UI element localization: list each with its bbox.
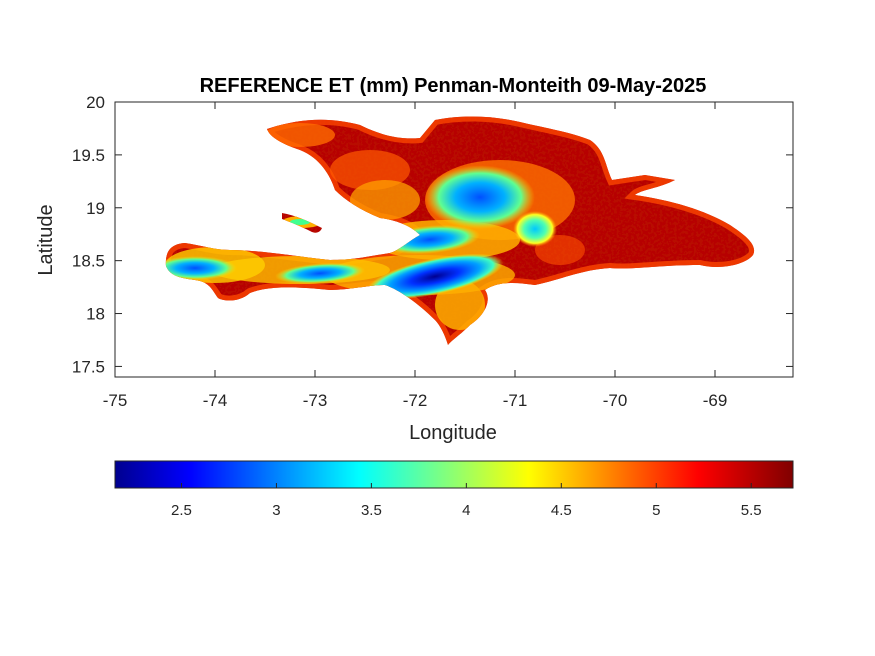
- chart-title: REFERENCE ET (mm) Penman-Monteith 09-May…: [200, 75, 707, 97]
- low-et-zones: [165, 165, 557, 300]
- colorbar-tick-label: 3.5: [361, 502, 382, 519]
- y-tick-label: 17.5: [72, 357, 105, 376]
- colorbar-ticks: 2.5 3 3.5 4 4.5 5 5.5: [171, 483, 762, 519]
- y-axis-label: Latitude: [35, 204, 57, 275]
- x-axis-label: Longitude: [409, 422, 497, 444]
- x-tick-label: -72: [403, 391, 428, 410]
- colorbar-tick-label: 2.5: [171, 502, 192, 519]
- x-tick-label: -75: [103, 391, 128, 410]
- y-axis: 17.5 18 18.5 19 19.5 20: [72, 93, 793, 376]
- colorbar-tick-label: 5.5: [741, 502, 762, 519]
- x-tick-label: -71: [503, 391, 528, 410]
- low-et-zone: [165, 256, 237, 281]
- y-tick-label: 19.5: [72, 146, 105, 165]
- x-tick-label: -70: [603, 391, 628, 410]
- y-tick-label: 18.5: [72, 252, 105, 271]
- low-et-zone: [275, 262, 365, 284]
- low-et-zone: [425, 165, 535, 230]
- colorbar-fill: [114, 460, 794, 489]
- y-tick-label: 19: [86, 199, 105, 218]
- colorbar: 2.5 3 3.5 4 4.5 5 5.5: [114, 460, 794, 519]
- colorbar-tick-label: 5: [652, 502, 660, 519]
- low-et-zone: [513, 210, 557, 247]
- low-et-zone: [366, 253, 504, 300]
- colorbar-tick-label: 4.5: [551, 502, 572, 519]
- colorbar-tick-label: 4: [462, 502, 470, 519]
- y-tick-label: 18: [86, 305, 105, 324]
- y-tick-label: 20: [86, 93, 105, 112]
- x-tick-label: -74: [203, 391, 228, 410]
- plot-area: -75 -74 -73 -72 -71 -70 -69 17.5 18 18.5 19 19.5 20: [72, 93, 794, 410]
- x-tick-label: -69: [703, 391, 728, 410]
- x-axis: -75 -74 -73 -72 -71 -70 -69: [103, 102, 728, 410]
- x-tick-label: -73: [303, 391, 328, 410]
- colorbar-tick-label: 3: [272, 502, 280, 519]
